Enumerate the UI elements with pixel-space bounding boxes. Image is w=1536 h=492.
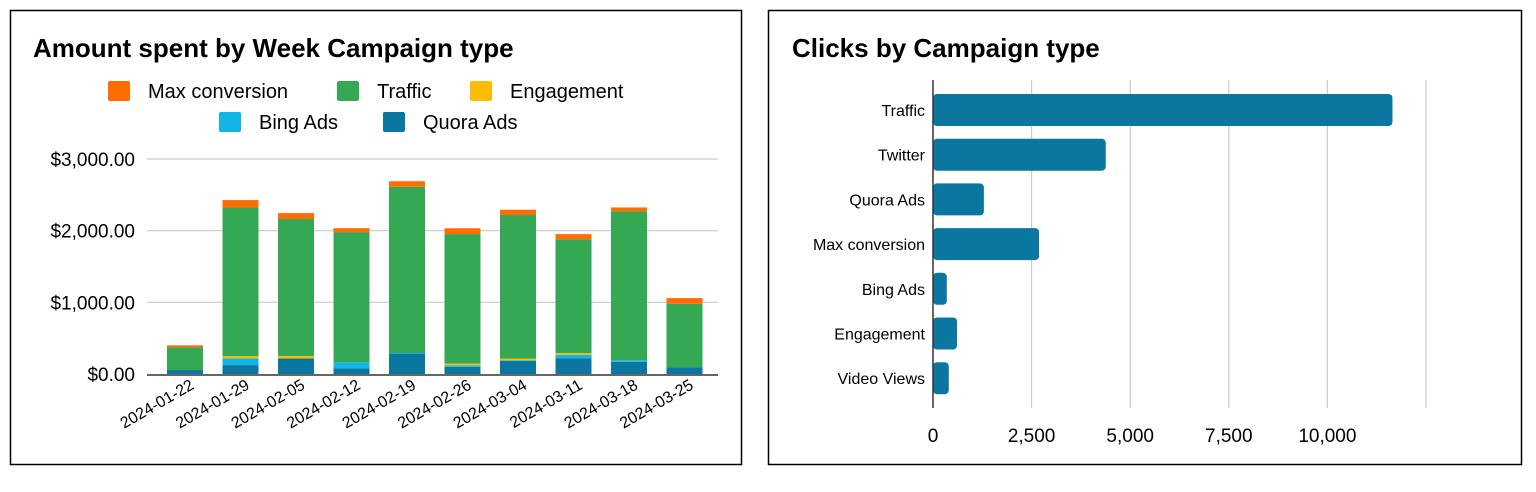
bar-segment-max-conversion xyxy=(666,298,703,304)
legend-swatch xyxy=(337,81,359,101)
bar-segment-traffic xyxy=(333,232,370,363)
bar-segment-quora-ads xyxy=(444,366,481,374)
y-tick-label: $2,000.00 xyxy=(50,222,135,243)
y-tick-label: $0.00 xyxy=(87,365,135,386)
bar-segment-max-conversion xyxy=(555,234,592,240)
bar xyxy=(933,228,1040,261)
bar-segment-traffic xyxy=(278,218,314,356)
bar-segment-engagement xyxy=(444,363,481,366)
bar-segment-quora-ads xyxy=(167,370,203,374)
left-chart-title: Amount spent by Week Campaign type xyxy=(33,33,514,63)
bar xyxy=(933,272,947,305)
bar-segment-traffic xyxy=(222,207,259,357)
bar-segment-quora-ads xyxy=(222,365,259,374)
right-chart-frame xyxy=(767,9,1523,466)
y-category-label: Traffic xyxy=(881,103,925,120)
bar-segment-bing-ads xyxy=(500,360,536,362)
bar-segment-bing-ads xyxy=(555,354,592,359)
bar-segment-quora-ads xyxy=(278,358,314,374)
bar xyxy=(933,183,984,216)
legend-label: Max conversion xyxy=(148,81,288,103)
bar-segment-max-conversion xyxy=(444,228,481,235)
bar-segment-quora-ads xyxy=(333,368,370,374)
bar-segment-bing-ads xyxy=(444,365,481,367)
bar-segment-quora-ads xyxy=(555,358,592,374)
bar-segment-max-conversion xyxy=(611,207,647,212)
bar-segment-traffic xyxy=(444,234,481,364)
bar-segment-engagement xyxy=(278,355,314,359)
bar-segment-max-conversion xyxy=(278,213,314,219)
legend-swatch xyxy=(383,112,405,132)
bar-segment-quora-ads xyxy=(500,360,536,374)
bar-segment-traffic xyxy=(555,239,592,354)
bar-segment-traffic xyxy=(389,186,425,354)
bar-segment-engagement xyxy=(222,356,259,359)
bar-segment-quora-ads xyxy=(389,353,425,374)
legend-label: Traffic xyxy=(377,81,431,103)
x-tick-label: 5,000 xyxy=(1106,426,1154,447)
bar xyxy=(933,94,1393,126)
bar-segment-bing-ads xyxy=(611,360,647,362)
bar xyxy=(933,362,949,395)
bar-segment-max-conversion xyxy=(167,345,203,348)
bar-segment-quora-ads xyxy=(666,367,703,374)
y-category-label: Max conversion xyxy=(813,237,925,254)
bar-segment-engagement xyxy=(555,353,592,355)
y-tick-label: $3,000.00 xyxy=(50,150,135,171)
legend-swatch xyxy=(219,112,241,132)
bar-segment-traffic xyxy=(666,303,703,368)
y-tick-label: $1,000.00 xyxy=(50,293,135,314)
bar-segment-max-conversion xyxy=(500,209,536,216)
right-chart-title: Clicks by Campaign type xyxy=(792,33,1100,63)
y-category-label: Twitter xyxy=(878,148,926,165)
bar xyxy=(933,138,1106,171)
y-category-label: Video Views xyxy=(838,371,925,388)
legend-label: Engagement xyxy=(510,81,624,103)
bar-segment-bing-ads xyxy=(389,353,425,354)
bar-segment-max-conversion xyxy=(333,228,370,233)
y-category-label: Bing Ads xyxy=(862,282,925,299)
x-tick-label: 7,500 xyxy=(1205,426,1253,447)
bar-segment-max-conversion xyxy=(222,200,259,208)
legend-label: Quora Ads xyxy=(423,112,518,134)
bar-segment-max-conversion xyxy=(389,181,425,187)
bar xyxy=(933,317,958,350)
legend-label: Bing Ads xyxy=(259,112,338,134)
bar-segment-bing-ads xyxy=(222,358,259,366)
x-tick-label: 0 xyxy=(928,426,939,447)
bar-segment-traffic xyxy=(500,215,536,359)
x-tick-label: 2,500 xyxy=(1008,426,1056,447)
bar-segment-quora-ads xyxy=(611,361,647,374)
y-category-label: Engagement xyxy=(834,327,925,344)
bar-segment-traffic xyxy=(611,211,647,361)
bar-segment-engagement xyxy=(500,358,536,361)
bar-segment-bing-ads xyxy=(333,362,370,369)
legend-swatch xyxy=(470,81,492,101)
legend-swatch xyxy=(108,81,130,101)
bar-segment-traffic xyxy=(167,347,203,371)
x-tick-label: 10,000 xyxy=(1298,426,1356,447)
y-category-label: Quora Ads xyxy=(849,192,925,209)
